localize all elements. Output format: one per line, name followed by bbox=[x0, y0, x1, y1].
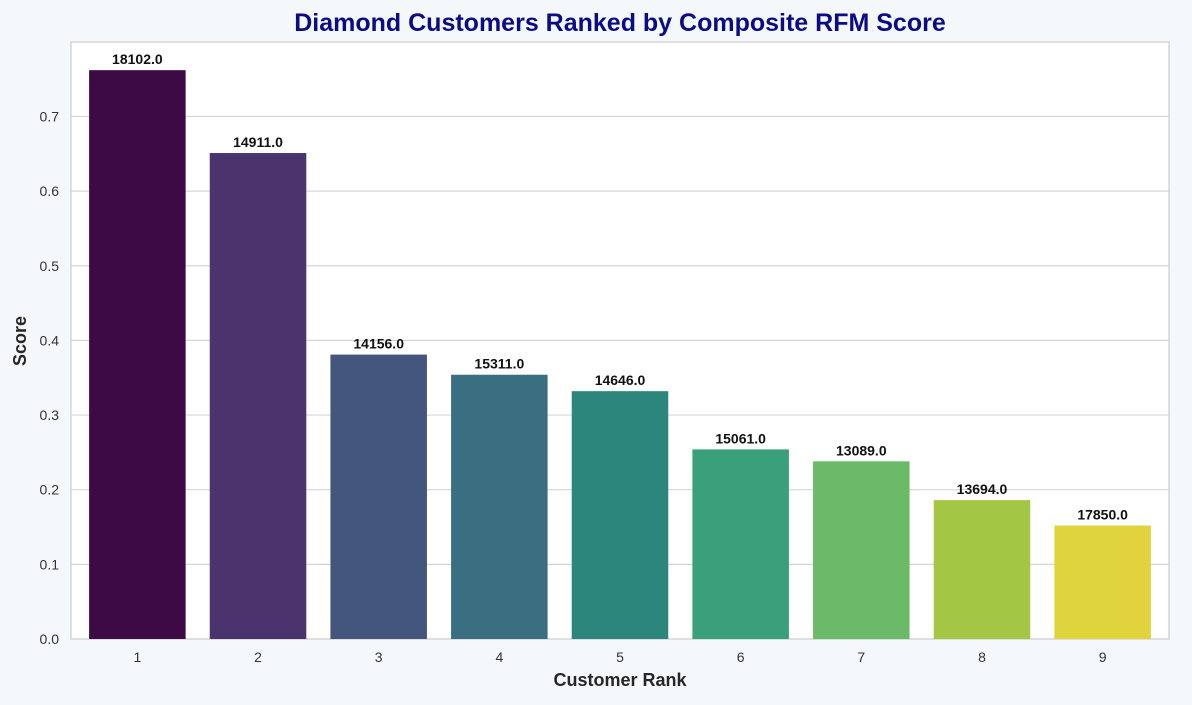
bar bbox=[933, 500, 1031, 639]
bar-value-label: 13089.0 bbox=[836, 442, 887, 458]
x-tick-label: 2 bbox=[254, 649, 262, 665]
bar-value-label: 15061.0 bbox=[715, 430, 766, 446]
y-tick-label: 0.1 bbox=[40, 556, 60, 572]
x-axis-label: Customer Rank bbox=[553, 670, 687, 690]
bar-value-label: 14646.0 bbox=[595, 372, 646, 388]
bar bbox=[571, 391, 669, 639]
bar bbox=[209, 153, 307, 639]
bar bbox=[89, 70, 186, 640]
x-tick-label: 1 bbox=[133, 649, 141, 665]
bar-value-label: 18102.0 bbox=[112, 51, 163, 67]
x-tick-label: 9 bbox=[1099, 649, 1107, 665]
x-tick-label: 5 bbox=[616, 649, 624, 665]
y-tick-label: 0.3 bbox=[40, 407, 60, 423]
x-tick-label: 7 bbox=[857, 649, 865, 665]
bar-value-label: 14156.0 bbox=[353, 336, 404, 352]
y-tick-label: 0.7 bbox=[40, 108, 60, 124]
x-tick-label: 6 bbox=[737, 649, 745, 665]
y-tick-label: 0.4 bbox=[40, 332, 60, 348]
data-labels: 18102.0 14911.0 14156.0 15311.0 14646.0 15061… bbox=[112, 51, 1128, 522]
y-tick-label: 0.0 bbox=[40, 631, 60, 647]
x-tick-label: 4 bbox=[495, 649, 503, 665]
bar bbox=[813, 461, 910, 639]
y-axis-ticks: 0.0 0.1 0.2 0.3 0.4 0.5 0.6 0.7 bbox=[40, 108, 60, 647]
bar bbox=[330, 354, 427, 639]
bar bbox=[1054, 525, 1151, 639]
x-tick-label: 8 bbox=[978, 649, 986, 665]
bars bbox=[89, 70, 1151, 640]
bar-value-label: 15311.0 bbox=[474, 356, 524, 372]
x-axis-ticks: 1 2 3 4 5 6 7 8 9 bbox=[133, 649, 1106, 665]
bar-value-label: 13694.0 bbox=[957, 481, 1008, 497]
y-tick-label: 0.2 bbox=[40, 482, 60, 498]
bar-value-label: 14911.0 bbox=[233, 134, 283, 150]
x-tick-label: 3 bbox=[375, 649, 383, 665]
bar bbox=[692, 449, 789, 639]
bar bbox=[451, 374, 548, 639]
y-tick-label: 0.6 bbox=[40, 183, 60, 199]
y-tick-label: 0.5 bbox=[40, 258, 60, 274]
bar-value-label: 17850.0 bbox=[1077, 507, 1128, 523]
y-axis-label: Score bbox=[10, 316, 30, 366]
chart-title: Diamond Customers Ranked by Composite RF… bbox=[294, 9, 946, 37]
